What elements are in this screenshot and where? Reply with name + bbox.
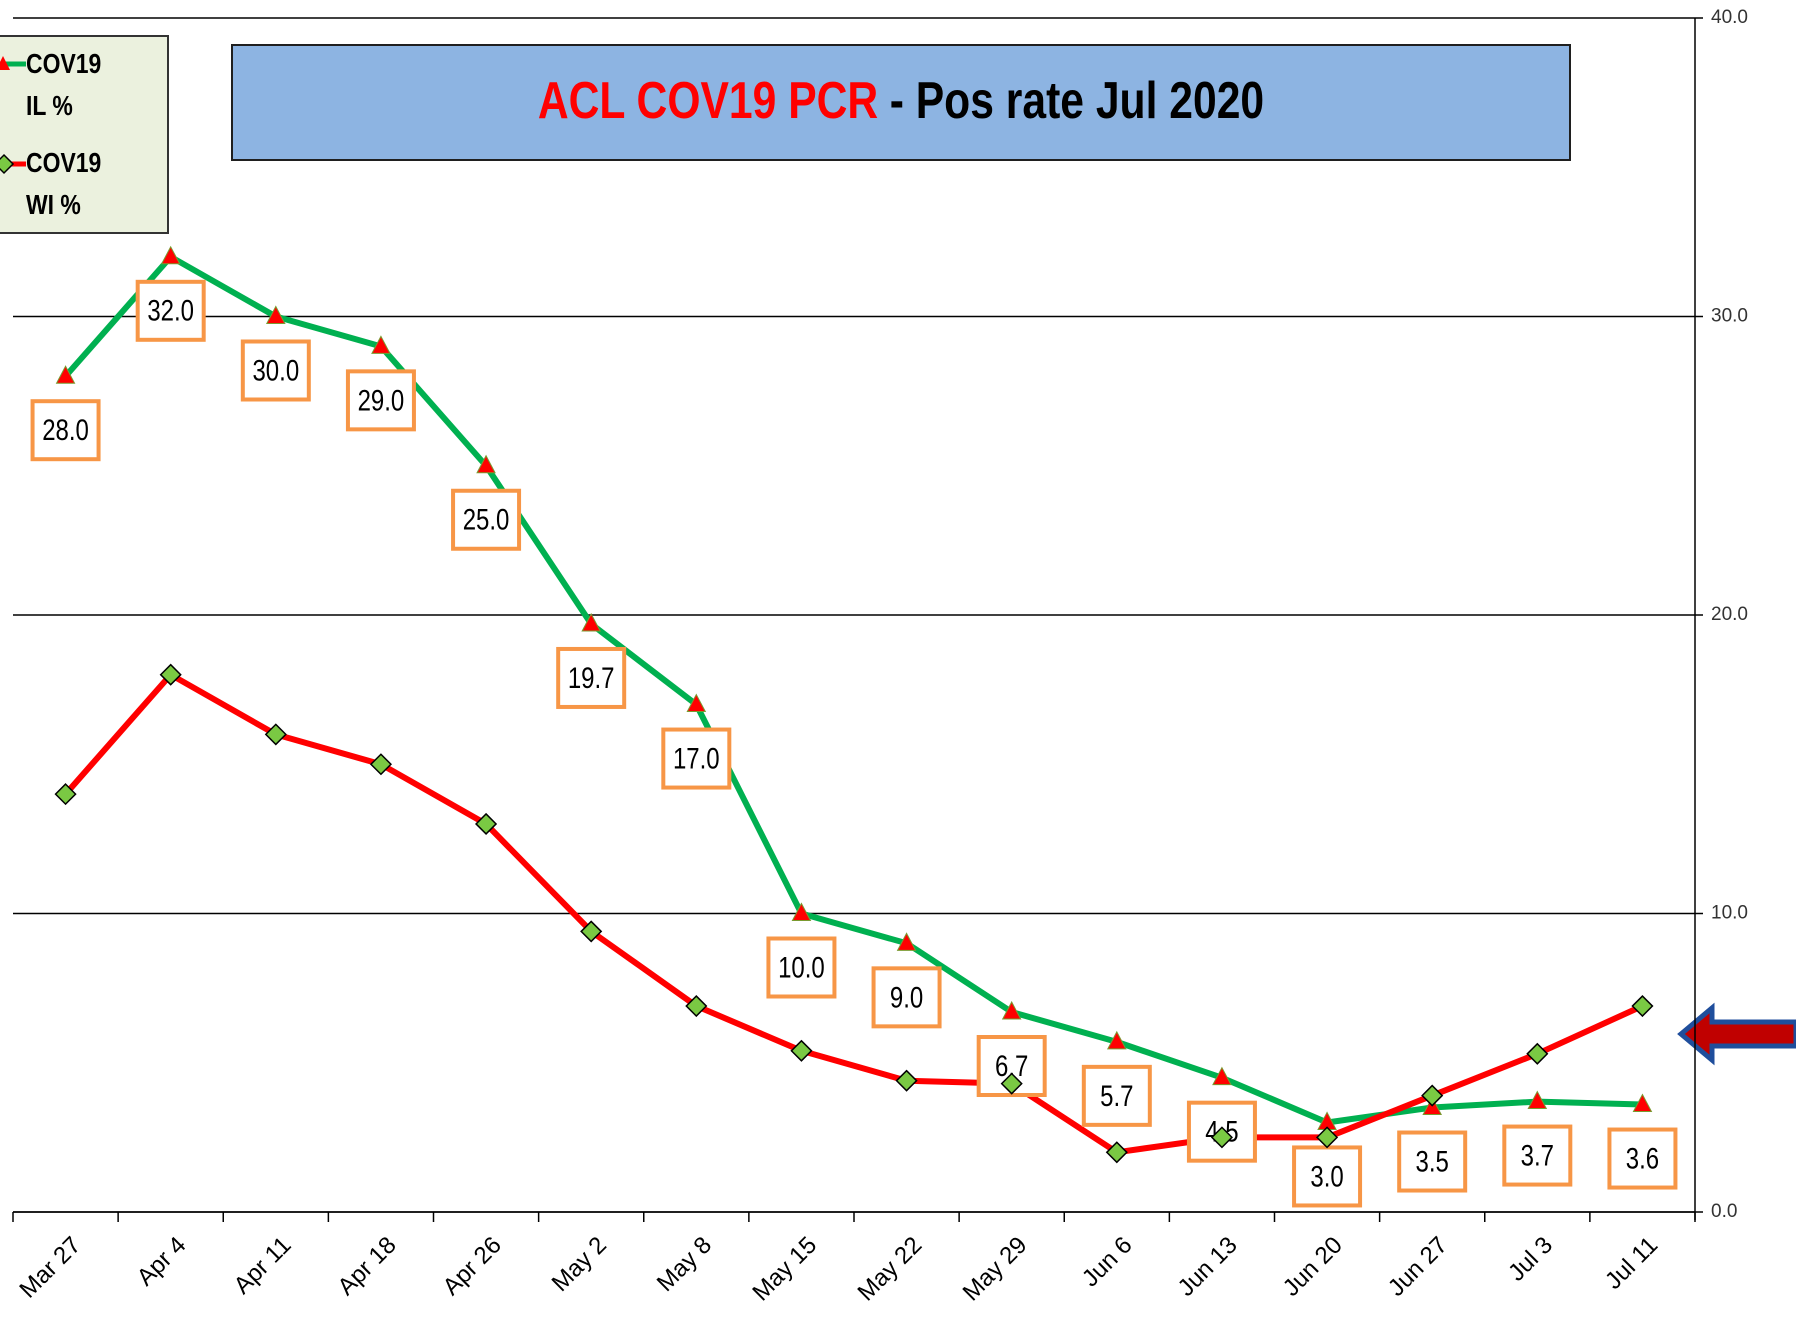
x-tick-label: Mar 27 (14, 1232, 86, 1304)
series-line (63, 671, 1644, 1156)
marker (1106, 1030, 1127, 1050)
pointer-arrow (1677, 1002, 1796, 1066)
data-label: 29.0 (358, 383, 405, 417)
y-tick-label: 40.0 (1711, 7, 1748, 28)
data-label: 3.5 (1416, 1144, 1449, 1178)
x-tick-label: Jun 6 (1077, 1232, 1138, 1293)
marker (1316, 1126, 1339, 1149)
legend-marker (0, 153, 15, 175)
marker (1527, 1090, 1548, 1110)
marker (55, 365, 76, 384)
marker (1105, 1141, 1128, 1164)
marker (54, 783, 77, 806)
legend-marker (0, 56, 10, 70)
x-tick-label: Apr 18 (333, 1232, 402, 1301)
data-label-box (1292, 1145, 1363, 1208)
marker (1001, 1000, 1022, 1020)
data-label: 25.0 (463, 502, 510, 536)
marker (159, 663, 182, 686)
x-tick-label: Apr 4 (132, 1232, 192, 1292)
data-label-box (556, 646, 627, 709)
title-rest: - Pos rate Jul 2020 (890, 72, 1264, 130)
data-label: 5.7 (1100, 1078, 1133, 1112)
marker (686, 693, 707, 713)
marker (1631, 994, 1654, 1018)
x-tick-label: Jul 11 (1600, 1232, 1663, 1295)
x-tick-label: Jun 27 (1383, 1232, 1453, 1302)
x-tick-label: Apr 11 (229, 1232, 297, 1300)
marker (476, 454, 496, 474)
data-label-box (451, 488, 522, 551)
data-label: 32.0 (147, 293, 194, 327)
data-label-box (30, 399, 101, 462)
marker (790, 1039, 813, 1062)
x-tick-label: May 29 (958, 1232, 1033, 1307)
marker (1421, 1084, 1444, 1107)
x-tick-label: Jun 13 (1173, 1232, 1243, 1302)
x-tick-label: Jun 20 (1278, 1232, 1348, 1302)
title-box (231, 44, 1571, 161)
marker (581, 612, 602, 632)
marker (791, 902, 812, 921)
x-tick-label: Jul 3 (1503, 1232, 1558, 1287)
y-tick-label: 20.0 (1711, 604, 1748, 625)
data-label-box (240, 339, 311, 402)
data-label-box (1081, 1064, 1152, 1127)
marker (265, 305, 286, 324)
data-label-box (766, 936, 837, 999)
x-tick-label: May 8 (652, 1232, 717, 1297)
marker (685, 994, 708, 1018)
marker (1526, 1042, 1549, 1065)
data-label-box (661, 727, 732, 790)
marker (1000, 1072, 1023, 1095)
x-tick-label: May 15 (747, 1232, 822, 1307)
marker (371, 335, 391, 354)
x-tick-label: May 22 (853, 1232, 928, 1307)
marker (580, 920, 603, 943)
data-label: 3.7 (1521, 1138, 1554, 1172)
marker (264, 723, 287, 746)
data-label-box (871, 966, 942, 1029)
marker (160, 245, 181, 265)
x-tick-label: Apr 26 (438, 1232, 507, 1301)
title-highlight: ACL COV19 PCR (538, 72, 878, 130)
marker (896, 932, 917, 951)
legend-label: COV19 IL % (26, 48, 102, 121)
y-tick-label: 30.0 (1711, 306, 1748, 327)
legend-label: COV19 WI % (26, 147, 102, 220)
data-label: 17.0 (673, 741, 720, 775)
legend-box (0, 35, 169, 234)
data-label-box (1607, 1127, 1678, 1190)
data-label-box (1397, 1130, 1468, 1193)
marker (895, 1069, 918, 1092)
marker (1212, 1066, 1232, 1086)
y-tick-label: 0.0 (1711, 1201, 1737, 1222)
data-label: 19.7 (568, 660, 615, 694)
x-tick-label: May 2 (547, 1232, 612, 1297)
y-tick-label: 10.0 (1711, 903, 1748, 924)
data-label-box (1502, 1124, 1573, 1187)
chart-title: ACL COV19 PCR - Pos rate Jul 2020 (538, 72, 1264, 130)
data-label: 10.0 (778, 950, 825, 984)
data-label: 30.0 (252, 353, 299, 387)
data-label: 9.0 (890, 980, 923, 1014)
data-label: 28.0 (42, 413, 89, 447)
data-label: 3.6 (1626, 1141, 1659, 1175)
marker (1210, 1126, 1233, 1149)
marker (369, 753, 392, 776)
marker (1632, 1093, 1653, 1113)
marker (475, 812, 498, 836)
data-label: 3.0 (1310, 1159, 1343, 1193)
data-label-box (135, 279, 206, 342)
data-label-box (345, 369, 416, 432)
